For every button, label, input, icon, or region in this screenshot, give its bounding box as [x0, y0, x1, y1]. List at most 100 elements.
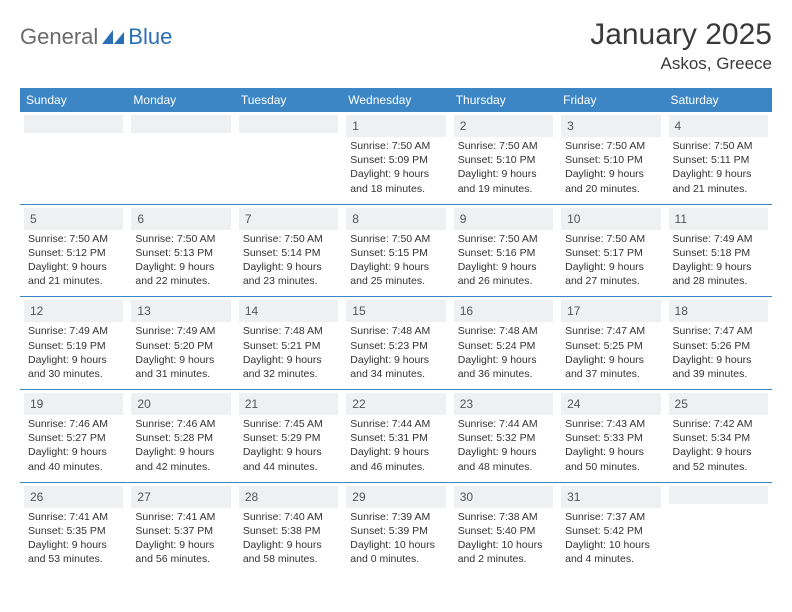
day-number: 7 [245, 212, 252, 226]
daylight2-text: and 50 minutes. [565, 460, 656, 474]
daynum-row: 30 [454, 486, 553, 508]
daynum-row: 16 [454, 300, 553, 322]
daylight1-text: Daylight: 9 hours [243, 260, 334, 274]
calendar-cell: 25Sunrise: 7:42 AMSunset: 5:34 PMDayligh… [665, 390, 772, 483]
calendar-cell: 21Sunrise: 7:45 AMSunset: 5:29 PMDayligh… [235, 390, 342, 483]
calendar-cell: 24Sunrise: 7:43 AMSunset: 5:33 PMDayligh… [557, 390, 664, 483]
daylight2-text: and 21 minutes. [28, 274, 119, 288]
sunset-text: Sunset: 5:09 PM [350, 153, 441, 167]
daylight2-text: and 42 minutes. [135, 460, 226, 474]
sunrise-text: Sunrise: 7:50 AM [135, 232, 226, 246]
day-header: Saturday [665, 88, 772, 112]
day-info: Sunrise: 7:50 AMSunset: 5:10 PMDaylight:… [454, 139, 553, 196]
sunrise-text: Sunrise: 7:50 AM [458, 232, 549, 246]
daylight1-text: Daylight: 9 hours [350, 353, 441, 367]
calendar-cell: 6Sunrise: 7:50 AMSunset: 5:13 PMDaylight… [127, 204, 234, 297]
sunrise-text: Sunrise: 7:50 AM [350, 232, 441, 246]
daylight1-text: Daylight: 9 hours [28, 260, 119, 274]
daylight1-text: Daylight: 9 hours [28, 538, 119, 552]
daylight1-text: Daylight: 9 hours [458, 445, 549, 459]
daylight1-text: Daylight: 9 hours [458, 260, 549, 274]
day-number: 31 [567, 490, 580, 504]
day-header: Tuesday [235, 88, 342, 112]
sunset-text: Sunset: 5:29 PM [243, 431, 334, 445]
day-number: 2 [460, 119, 467, 133]
day-number: 22 [352, 397, 365, 411]
day-number: 30 [460, 490, 473, 504]
day-info: Sunrise: 7:49 AMSunset: 5:20 PMDaylight:… [131, 324, 230, 381]
daylight2-text: and 23 minutes. [243, 274, 334, 288]
day-info: Sunrise: 7:38 AMSunset: 5:40 PMDaylight:… [454, 510, 553, 567]
daylight2-text: and 18 minutes. [350, 182, 441, 196]
daynum-row: 9 [454, 208, 553, 230]
day-header: Monday [127, 88, 234, 112]
day-header: Sunday [20, 88, 127, 112]
sunset-text: Sunset: 5:40 PM [458, 524, 549, 538]
day-info: Sunrise: 7:50 AMSunset: 5:09 PMDaylight:… [346, 139, 445, 196]
day-info: Sunrise: 7:50 AMSunset: 5:10 PMDaylight:… [561, 139, 660, 196]
day-number: 29 [352, 490, 365, 504]
daynum-row: 5 [24, 208, 123, 230]
daylight2-text: and 44 minutes. [243, 460, 334, 474]
day-number: 28 [245, 490, 258, 504]
day-number: 21 [245, 397, 258, 411]
day-info: Sunrise: 7:50 AMSunset: 5:16 PMDaylight:… [454, 232, 553, 289]
sunrise-text: Sunrise: 7:46 AM [135, 417, 226, 431]
day-info: Sunrise: 7:42 AMSunset: 5:34 PMDaylight:… [669, 417, 768, 474]
logo-text-blue: Blue [128, 24, 172, 50]
calendar-cell: 29Sunrise: 7:39 AMSunset: 5:39 PMDayligh… [342, 482, 449, 574]
sunset-text: Sunset: 5:17 PM [565, 246, 656, 260]
day-info: Sunrise: 7:47 AMSunset: 5:26 PMDaylight:… [669, 324, 768, 381]
sunrise-text: Sunrise: 7:37 AM [565, 510, 656, 524]
sunrise-text: Sunrise: 7:41 AM [135, 510, 226, 524]
sunrise-text: Sunrise: 7:50 AM [350, 139, 441, 153]
sunset-text: Sunset: 5:19 PM [28, 339, 119, 353]
month-title: January 2025 [590, 18, 772, 52]
day-info: Sunrise: 7:49 AMSunset: 5:19 PMDaylight:… [24, 324, 123, 381]
sunrise-text: Sunrise: 7:42 AM [673, 417, 764, 431]
day-info: Sunrise: 7:40 AMSunset: 5:38 PMDaylight:… [239, 510, 338, 567]
sunrise-text: Sunrise: 7:41 AM [28, 510, 119, 524]
daynum-row: 20 [131, 393, 230, 415]
daylight1-text: Daylight: 10 hours [565, 538, 656, 552]
logo: General Blue [20, 24, 172, 50]
calendar-cell: 2 Sunrise: 7:50 AMSunset: 5:10 PMDaylight… [450, 112, 557, 204]
daynum-row: 8 [346, 208, 445, 230]
daylight1-text: Daylight: 9 hours [350, 260, 441, 274]
day-info: Sunrise: 7:50 AMSunset: 5:15 PMDaylight:… [346, 232, 445, 289]
daynum-row: 11 [669, 208, 768, 230]
daynum-row: 25 [669, 393, 768, 415]
daylight2-text: and 52 minutes. [673, 460, 764, 474]
daylight1-text: Daylight: 9 hours [673, 445, 764, 459]
calendar-cell: 31Sunrise: 7:37 AMSunset: 5:42 PMDayligh… [557, 482, 664, 574]
sunset-text: Sunset: 5:13 PM [135, 246, 226, 260]
calendar-cell: 3 Sunrise: 7:50 AMSunset: 5:10 PMDaylight… [557, 112, 664, 204]
calendar-cell: 5Sunrise: 7:50 AMSunset: 5:12 PMDaylight… [20, 204, 127, 297]
day-number: 6 [137, 212, 144, 226]
day-info: Sunrise: 7:41 AMSunset: 5:35 PMDaylight:… [24, 510, 123, 567]
daynum-row: 15 [346, 300, 445, 322]
day-info: Sunrise: 7:48 AMSunset: 5:23 PMDaylight:… [346, 324, 445, 381]
day-header-row: Sunday Monday Tuesday Wednesday Thursday… [20, 88, 772, 112]
sunset-text: Sunset: 5:23 PM [350, 339, 441, 353]
daylight1-text: Daylight: 9 hours [135, 538, 226, 552]
day-number: 1 [352, 119, 359, 133]
daylight1-text: Daylight: 9 hours [28, 445, 119, 459]
sunset-text: Sunset: 5:10 PM [565, 153, 656, 167]
daylight2-text: and 21 minutes. [673, 182, 764, 196]
sunrise-text: Sunrise: 7:50 AM [673, 139, 764, 153]
calendar-cell: 4Sunrise: 7:50 AMSunset: 5:11 PMDaylight… [665, 112, 772, 204]
day-number: 26 [30, 490, 43, 504]
sunset-text: Sunset: 5:25 PM [565, 339, 656, 353]
daylight2-text: and 20 minutes. [565, 182, 656, 196]
daylight1-text: Daylight: 9 hours [565, 167, 656, 181]
daylight2-text: and 32 minutes. [243, 367, 334, 381]
day-number: 11 [675, 212, 687, 226]
day-info: Sunrise: 7:46 AMSunset: 5:28 PMDaylight:… [131, 417, 230, 474]
day-header: Wednesday [342, 88, 449, 112]
sunset-text: Sunset: 5:24 PM [458, 339, 549, 353]
daylight1-text: Daylight: 9 hours [458, 353, 549, 367]
sunset-text: Sunset: 5:15 PM [350, 246, 441, 260]
sunset-text: Sunset: 5:34 PM [673, 431, 764, 445]
day-number: 3 [567, 119, 574, 133]
